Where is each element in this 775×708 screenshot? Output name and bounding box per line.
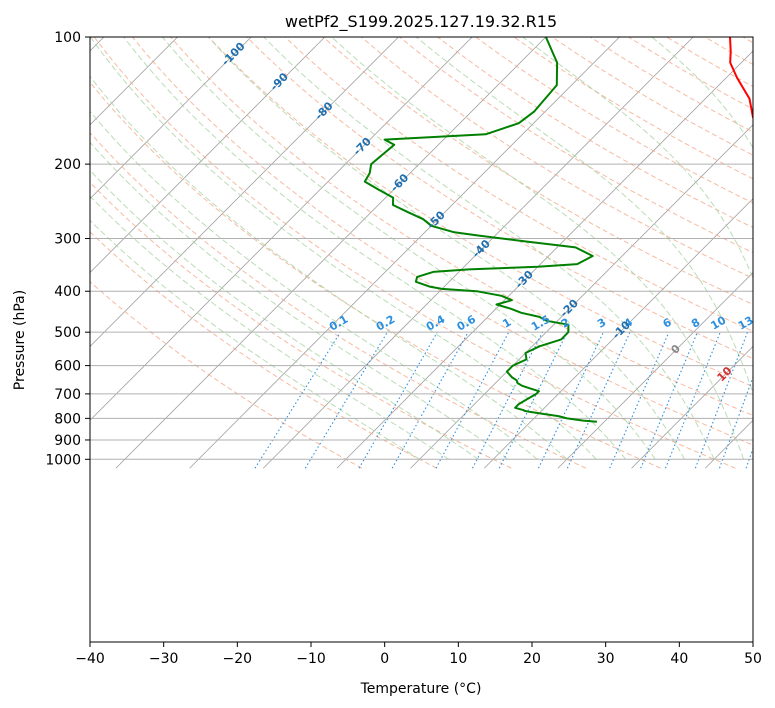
y-axis: 1000 900 800 700 600 500 400 300 200 100: [45, 30, 90, 468]
y-axis-label: Pressure (hPa): [12, 290, 28, 390]
isotherm-line: [336, 50, 753, 469]
isotherm-line: [557, 271, 753, 469]
isotherm-line: [90, 37, 178, 126]
chart-title: wetPf2_S199.2025.127.19.32.R15: [285, 12, 557, 32]
y-tick-label: 100: [54, 30, 81, 46]
dry-adiabat-line: [93, 37, 736, 469]
mixing-ratio-line: [640, 331, 698, 469]
moist-adiabat-line: [522, 37, 753, 280]
x-axis: −40 −30 −20 −10 0 10 20 30 40 50: [75, 642, 762, 667]
mixing-ratio-line: [694, 332, 749, 469]
x-tick-label: 30: [597, 651, 615, 667]
moist-adiabat-line: [162, 37, 656, 460]
mixing-ratio-line: [304, 331, 388, 469]
isotherm-line: [262, 37, 694, 469]
moist-adiabat-line: [90, 110, 538, 460]
isotherm-line: [90, 37, 252, 200]
moist-adiabat-line: [208, 37, 686, 460]
dry-adiabat-line: [399, 37, 753, 254]
moist-adiabat-line: [415, 37, 753, 395]
moist-adiabat-line: [123, 37, 627, 460]
moist-adiabat-line: [90, 219, 420, 460]
x-tick-label: 50: [744, 651, 762, 667]
background-lines: [90, 37, 753, 469]
dry-adiabat-line: [322, 37, 753, 306]
y-tick-label: 600: [54, 359, 81, 375]
moist-adiabat-line: [90, 195, 450, 460]
dry-adiabat-line: [90, 181, 512, 469]
x-tick-label: −30: [149, 651, 179, 667]
dry-adiabat-line: [90, 281, 363, 469]
mixing-ratio-line: [435, 331, 510, 469]
x-tick-label: 0: [380, 651, 389, 667]
y-tick-label: 900: [54, 433, 81, 449]
dry-adiabat-line: [132, 37, 753, 446]
x-tick-label: −10: [296, 651, 326, 667]
y-tick-label: 1000: [45, 452, 81, 468]
mixing-ratio-line: [472, 331, 543, 469]
dry-adiabat-line: [170, 37, 753, 417]
dry-adiabat-line: [90, 81, 661, 469]
isotherm-line: [90, 37, 473, 421]
moist-adiabat-line: [90, 169, 479, 460]
moist-adiabat-line: [90, 37, 597, 460]
y-tick-label: 200: [54, 157, 81, 173]
y-tick-label: 400: [54, 284, 81, 300]
x-tick-label: 10: [449, 651, 467, 667]
y-tick-label: 700: [54, 387, 81, 403]
mixing-ratio-line: [718, 375, 753, 469]
mixing-ratio-line: [609, 331, 670, 469]
dewpoint-profile-line: [363, 37, 597, 423]
mixing-ratio-line: [498, 331, 568, 469]
x-tick-label: 20: [523, 651, 541, 667]
mixing-ratio-line: [538, 331, 604, 469]
isotherm-line: [90, 37, 399, 348]
mixing-ratio-line: [664, 331, 721, 469]
isotherm-line: [631, 345, 753, 469]
y-tick-label: 300: [54, 231, 81, 247]
mixing-ratio-label: 13: [736, 314, 756, 333]
x-tick-label: −20: [223, 651, 253, 667]
dry-adiabat-line: [246, 37, 753, 360]
moist-adiabat-line: [90, 141, 509, 460]
plot-area: [90, 37, 753, 642]
isotherm-line: [90, 37, 326, 274]
y-tick-label: 800: [54, 411, 81, 427]
x-tick-label: −40: [75, 651, 105, 667]
moist-adiabat-line: [331, 37, 745, 460]
plot-frame: [89, 36, 754, 643]
isotherm-line: [189, 37, 620, 469]
y-tick-label: 500: [54, 325, 81, 341]
x-axis-label: Temperature (°C): [360, 681, 482, 697]
mixing-ratio-line: [254, 331, 341, 469]
moist-adiabat-line: [263, 37, 715, 460]
isotherm-line: [410, 124, 753, 469]
moist-adiabat-line: [90, 75, 568, 460]
dry-adiabat-line: [284, 37, 753, 332]
dry-adiabat-line: [90, 231, 437, 469]
isotherm-line: [115, 37, 547, 469]
dry-adiabat-line: [360, 37, 753, 279]
x-tick-label: 40: [670, 651, 688, 667]
dry-adiabat-line: [90, 131, 587, 469]
sounding-series: [363, 37, 753, 423]
pressure-gridlines: [90, 37, 753, 460]
mixing-ratio-line: [566, 331, 631, 469]
